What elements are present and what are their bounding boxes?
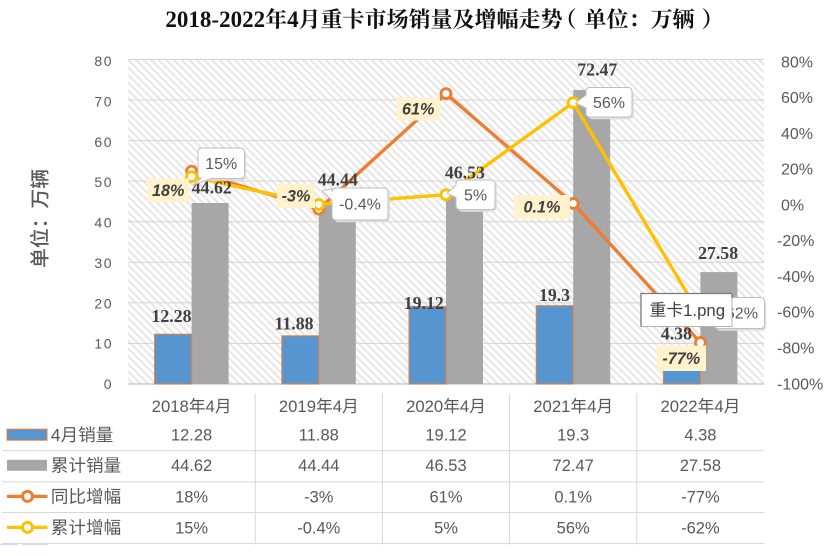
svg-text:4.38: 4.38	[661, 324, 692, 344]
svg-text:-80%: -80%	[777, 341, 814, 358]
svg-text:5%: 5%	[464, 187, 487, 204]
svg-text:18%: 18%	[175, 488, 208, 506]
svg-text:19.12: 19.12	[425, 427, 466, 445]
svg-text:4: 4	[287, 7, 299, 32]
svg-text:-3%: -3%	[282, 188, 311, 206]
svg-text:-3%: -3%	[304, 488, 334, 506]
svg-text:0.1%: 0.1%	[524, 199, 561, 217]
svg-text:4: 4	[714, 397, 723, 416]
svg-text:-0.4%: -0.4%	[297, 519, 340, 537]
svg-text:30: 30	[94, 255, 113, 271]
svg-text:-77%: -77%	[681, 488, 720, 506]
svg-text:20%: 20%	[781, 162, 813, 179]
svg-text:4: 4	[587, 397, 596, 416]
svg-text:61%: 61%	[429, 488, 462, 506]
svg-text:4: 4	[460, 397, 469, 416]
svg-text:-40%: -40%	[777, 269, 814, 286]
svg-text:2020: 2020	[406, 397, 443, 416]
svg-text:40: 40	[94, 215, 113, 231]
svg-text:4.38: 4.38	[684, 427, 716, 445]
svg-text:19.12: 19.12	[404, 293, 444, 313]
svg-text:2018: 2018	[152, 397, 189, 416]
svg-text:2019: 2019	[279, 397, 316, 416]
svg-text:12.28: 12.28	[151, 306, 191, 326]
svg-text:-0.4%: -0.4%	[339, 197, 381, 214]
svg-text:-62%: -62%	[681, 519, 720, 537]
svg-text:72.47: 72.47	[577, 60, 617, 80]
svg-text:27.58: 27.58	[680, 457, 721, 475]
svg-text:44.62: 44.62	[171, 457, 212, 475]
svg-text:2021: 2021	[533, 397, 570, 416]
svg-text:0%: 0%	[781, 197, 804, 214]
svg-text:56%: 56%	[593, 95, 625, 112]
svg-text:70: 70	[94, 94, 113, 110]
svg-text:20: 20	[94, 295, 113, 311]
svg-text:18%: 18%	[152, 182, 184, 200]
svg-text:50: 50	[94, 174, 113, 190]
svg-text:19.3: 19.3	[557, 427, 589, 445]
svg-text:46.53: 46.53	[445, 163, 485, 183]
svg-text:4: 4	[206, 397, 215, 416]
svg-text:80%: 80%	[781, 54, 813, 71]
svg-text:27.58: 27.58	[698, 243, 738, 263]
svg-text:-77%: -77%	[662, 350, 700, 368]
svg-text:44.44: 44.44	[318, 169, 358, 189]
svg-text:10: 10	[94, 336, 113, 352]
svg-text:-100%: -100%	[777, 376, 823, 393]
svg-text:61%: 61%	[402, 101, 434, 119]
svg-text:11.88: 11.88	[299, 427, 339, 445]
svg-text:11.88: 11.88	[274, 314, 313, 334]
svg-text:4: 4	[51, 425, 61, 445]
svg-text:2018-2022: 2018-2022	[165, 7, 265, 32]
svg-text:80: 80	[94, 53, 113, 69]
svg-text:15%: 15%	[175, 519, 208, 537]
svg-text:12.28: 12.28	[171, 427, 212, 445]
svg-text:0: 0	[104, 376, 113, 392]
svg-text:44.62: 44.62	[192, 178, 232, 198]
svg-text:-60%: -60%	[777, 305, 814, 322]
svg-text:5%: 5%	[434, 519, 458, 537]
svg-text:60%: 60%	[781, 90, 813, 107]
svg-text:19.3: 19.3	[539, 285, 570, 305]
svg-text:60: 60	[94, 134, 113, 150]
svg-text:-20%: -20%	[777, 233, 814, 250]
svg-text:44.44: 44.44	[298, 457, 339, 475]
svg-text:2022: 2022	[660, 397, 697, 416]
svg-text:40%: 40%	[781, 126, 813, 143]
svg-text:4: 4	[333, 397, 342, 416]
svg-text:46.53: 46.53	[425, 457, 466, 475]
svg-text:56%: 56%	[557, 519, 590, 537]
svg-text:1.png: 1.png	[683, 301, 725, 320]
svg-text:15%: 15%	[205, 156, 237, 173]
svg-text:72.47: 72.47	[553, 457, 594, 475]
svg-text:0.1%: 0.1%	[554, 488, 592, 506]
